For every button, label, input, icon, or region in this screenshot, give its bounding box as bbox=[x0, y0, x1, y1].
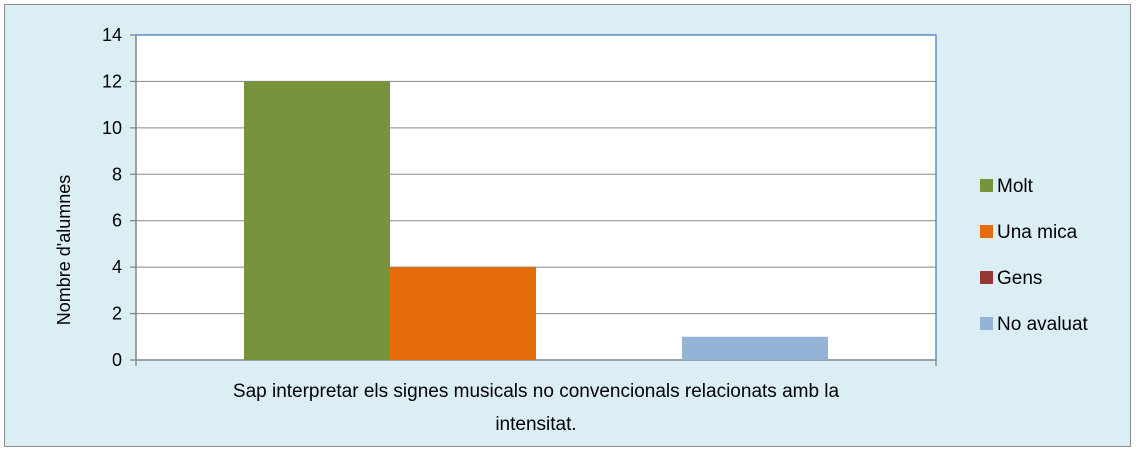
y-tick-label-0: 0 bbox=[112, 350, 122, 370]
legend-swatch-no-avaluat bbox=[980, 317, 993, 330]
y-tick-label-4: 4 bbox=[112, 257, 122, 277]
y-axis-title: Nombre d'alumnes bbox=[54, 175, 74, 326]
legend: Molt Una mica Gens No avaluat bbox=[980, 176, 1089, 335]
y-axis-ticks: 0 2 4 6 8 10 12 14 bbox=[102, 25, 136, 370]
legend-swatch-gens bbox=[980, 271, 993, 284]
bar-no-avaluat bbox=[682, 336, 828, 360]
legend-label-no-avaluat: No avaluat bbox=[997, 314, 1089, 335]
legend-label-molt: Molt bbox=[997, 176, 1034, 197]
legend-label-gens: Gens bbox=[997, 268, 1042, 289]
legend-label-una-mica: Una mica bbox=[997, 222, 1078, 243]
category-labels: Sap interpretar els signes musicals no c… bbox=[233, 381, 840, 435]
legend-swatch-molt bbox=[980, 179, 993, 192]
y-tick-label-2: 2 bbox=[112, 304, 122, 324]
y-tick-label-12: 12 bbox=[102, 71, 122, 91]
y-tick-label-14: 14 bbox=[102, 25, 122, 45]
y-tick-label-6: 6 bbox=[112, 211, 122, 231]
category-label-line-2: intensitat. bbox=[495, 414, 576, 435]
category-label-line-1: Sap interpretar els signes musicals no c… bbox=[233, 381, 840, 402]
legend-swatch-una-mica bbox=[980, 225, 993, 238]
y-tick-label-8: 8 bbox=[112, 164, 122, 184]
bar-una-mica bbox=[390, 267, 536, 360]
bars-group bbox=[244, 81, 828, 360]
bar-molt bbox=[244, 81, 390, 360]
y-tick-label-10: 10 bbox=[102, 118, 122, 138]
